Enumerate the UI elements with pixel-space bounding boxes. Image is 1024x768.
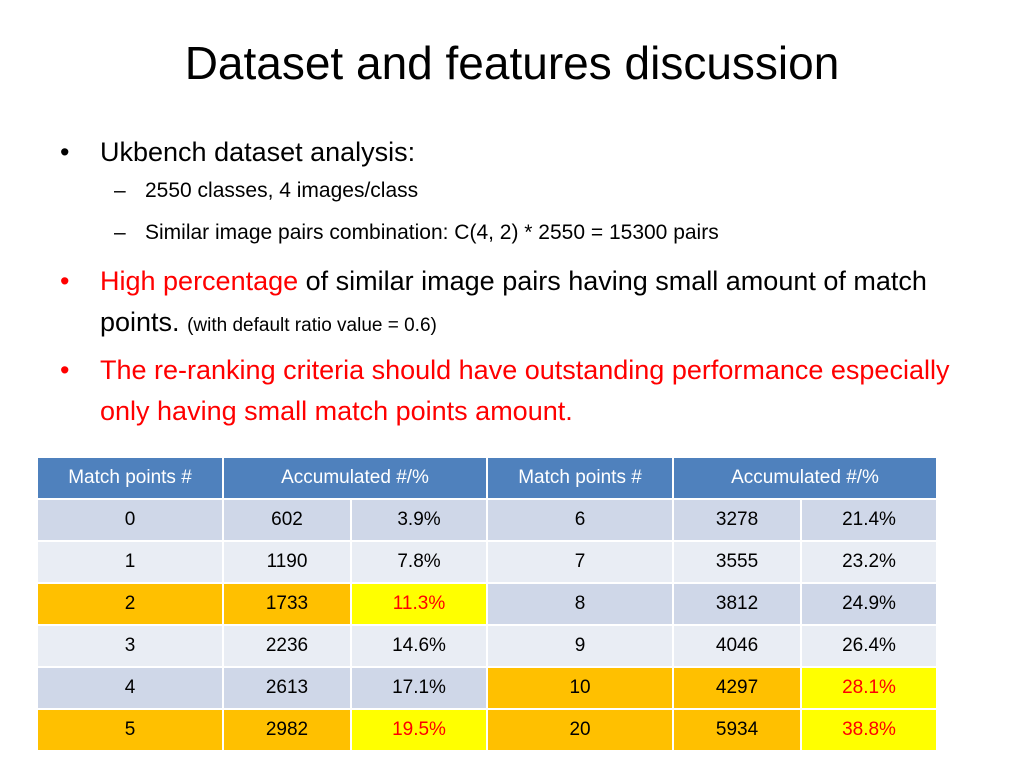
bullet-dot: •: [60, 137, 70, 167]
header-match-points: Match points #: [36, 456, 224, 500]
table-cell-highlight: 1733: [222, 582, 352, 626]
table-cell-highlight: 2982: [222, 708, 352, 752]
sub-bullet-text: 2550 classes, 4 images/class: [145, 179, 419, 202]
slide-title: Dataset and features discussion: [184, 37, 840, 89]
table-cell: 7.8%: [349, 540, 489, 584]
table-row: 3 2236 14.6% 9 4046 26.4%: [36, 624, 939, 668]
header-accumulated: Accumulated #/%: [672, 456, 939, 500]
bullet-text: The re-ranking criteria should have outs…: [100, 355, 950, 426]
bullet-dot: •: [60, 266, 70, 296]
table-row: 2 1733 11.3% 8 3812 24.9%: [36, 582, 939, 626]
table-cell: 21.4%: [800, 498, 939, 542]
sub-bullet-classes: – 2550 classes, 4 images/class: [58, 177, 978, 205]
table-cell: 3: [36, 624, 224, 668]
header-match-points: Match points #: [486, 456, 675, 500]
table-cell-highlight: 11.3%: [349, 582, 489, 626]
table-cell-highlight: 38.8%: [800, 708, 939, 752]
table-cell: 23.2%: [800, 540, 939, 584]
table-cell-highlight: 5934: [672, 708, 803, 752]
table-row: 0 602 3.9% 6 3278 21.4%: [36, 498, 939, 542]
table-cell: 2613: [222, 666, 352, 710]
table-cell: 1190: [222, 540, 352, 584]
bullet-red-text: High percentage: [100, 266, 299, 296]
sub-bullet-dash: –: [114, 221, 126, 244]
bullet-list: • Ukbench dataset analysis: – 2550 class…: [58, 132, 978, 436]
table-cell: 14.6%: [349, 624, 489, 668]
table-cell: 6: [486, 498, 675, 542]
table-cell: 602: [222, 498, 352, 542]
table-cell: 3278: [672, 498, 803, 542]
table-cell: 3.9%: [349, 498, 489, 542]
table-cell: 3812: [672, 582, 803, 626]
table-cell: 2236: [222, 624, 352, 668]
sub-bullet-dash: –: [114, 179, 126, 202]
sub-bullet-text: Similar image pairs combination: C(4, 2)…: [145, 221, 719, 244]
table-cell-highlight: 5: [36, 708, 224, 752]
bullet-dot: •: [60, 355, 70, 385]
bullet-ukbench: • Ukbench dataset analysis:: [58, 132, 978, 173]
bullet-reranking: • The re-ranking criteria should have ou…: [58, 350, 978, 432]
bullet-text: Ukbench dataset analysis:: [100, 137, 416, 167]
table-cell: 17.1%: [349, 666, 489, 710]
table-cell: 1: [36, 540, 224, 584]
table-cell-highlight: 10: [486, 666, 675, 710]
table-cell: 26.4%: [800, 624, 939, 668]
bullet-note: (with default ratio value = 0.6): [187, 315, 437, 336]
bullet-text: of similar image pairs having small amou…: [100, 266, 927, 337]
table-cell-highlight: 19.5%: [349, 708, 489, 752]
table-cell: 4: [36, 666, 224, 710]
match-points-table: Match points # Accumulated #/% Match poi…: [36, 456, 939, 752]
table-cell-highlight: 20: [486, 708, 675, 752]
table-cell: 8: [486, 582, 675, 626]
header-accumulated: Accumulated #/%: [221, 456, 489, 500]
table-cell: 9: [486, 624, 675, 668]
table-cell: 0: [36, 498, 224, 542]
table-row: 5 2982 19.5% 20 5934 38.8%: [36, 708, 939, 752]
table-cell-highlight: 4297: [672, 666, 803, 710]
table-row: 4 2613 17.1% 10 4297 28.1%: [36, 666, 939, 710]
table-cell: 4046: [672, 624, 803, 668]
table-cell: 24.9%: [800, 582, 939, 626]
table-cell-highlight: 28.1%: [800, 666, 939, 710]
sub-bullet-pairs: – Similar image pairs combination: C(4, …: [58, 219, 978, 247]
bullet-high-percentage: • High percentage of similar image pairs…: [58, 261, 978, 346]
table-cell-highlight: 2: [36, 582, 224, 626]
table-cell: 7: [486, 540, 675, 584]
table-row: 1 1190 7.8% 7 3555 23.2%: [36, 540, 939, 584]
table-header-row: Match points # Accumulated #/% Match poi…: [36, 456, 939, 500]
table-cell: 3555: [672, 540, 803, 584]
